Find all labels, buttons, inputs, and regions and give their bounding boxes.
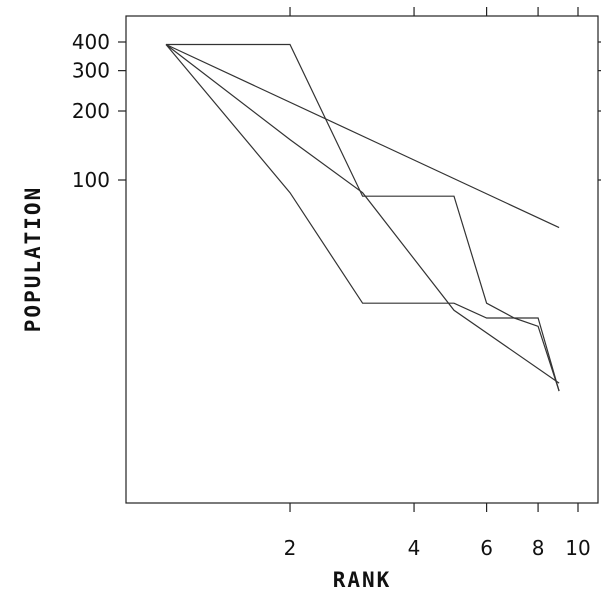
x-tick-label-4: 4 [408, 536, 421, 560]
y-tick-label-400: 400 [72, 30, 110, 54]
series-line-4 [166, 43, 560, 392]
y-tick-labels: 100 200 300 400 [72, 30, 110, 192]
series-line-3 [165, 44, 560, 392]
series-line-2 [165, 44, 560, 384]
axis-ticks [118, 7, 601, 512]
x-tick-label-8: 8 [532, 536, 545, 560]
series-line-1 [165, 43, 560, 229]
y-tick-label-300: 300 [72, 59, 110, 83]
plot-series [165, 43, 560, 392]
y-tick-label-200: 200 [72, 99, 110, 123]
x-tick-label-6: 6 [480, 536, 493, 560]
x-axis-title: RANK [333, 568, 392, 592]
y-tick-label-100: 100 [72, 168, 110, 192]
y-axis-title: POPULATION [21, 186, 45, 332]
x-tick-labels: 2 4 6 8 10 [284, 536, 591, 560]
x-tick-label-10: 10 [565, 536, 590, 560]
plot-frame [125, 15, 599, 504]
x-tick-label-2: 2 [284, 536, 297, 560]
